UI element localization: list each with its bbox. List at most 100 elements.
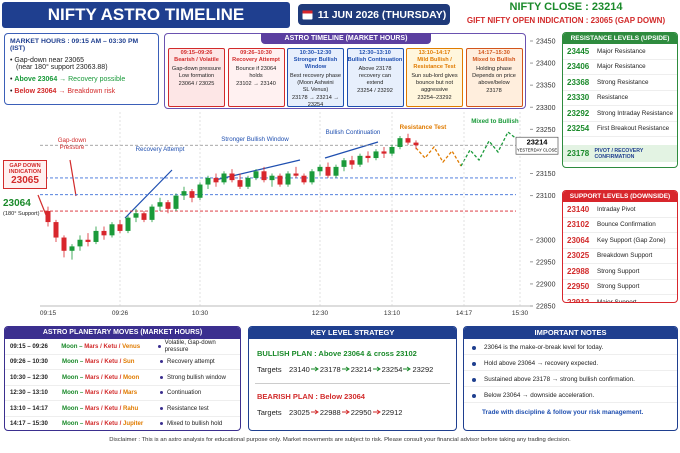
level-label: Key Support (Gap Zone) xyxy=(597,236,666,244)
arrow xyxy=(37,194,47,216)
plan-heading: BULLISH PLAN : xyxy=(257,349,317,358)
timeline-title: ASTRO TIMELINE (MARKET HOURS) xyxy=(261,33,431,44)
level-value: 23406 xyxy=(567,62,590,72)
timeline-line: extend xyxy=(366,79,384,86)
planet-sub: Rahu xyxy=(122,404,139,412)
candle-body xyxy=(189,191,195,198)
target-value: 22988 xyxy=(319,408,341,417)
candle-body xyxy=(173,195,179,209)
y-tick-label: 23100 xyxy=(536,193,556,200)
chart-annotation: Resistance Test xyxy=(399,124,447,131)
timeline-line: Low formation xyxy=(178,72,215,79)
planet-row: 09:15 – 09:26 Moon – Mars / Ketu / Venus V… xyxy=(5,339,240,355)
level-label: Breakdown Support xyxy=(597,252,653,260)
planet-mars-ketu: Mars / Ketu / xyxy=(85,404,122,412)
arrow xyxy=(341,409,350,415)
bullet xyxy=(472,361,476,366)
gap-box: GAP DOWN INDICATION 23065 xyxy=(3,160,47,189)
candle-body xyxy=(133,213,139,218)
target-value: 22950 xyxy=(350,408,372,417)
note-row: Hold above 23064 → recovery expected. xyxy=(464,355,677,371)
mh-above-text: → Recovery possible xyxy=(59,76,126,83)
support-panel: SUPPORT LEVELS (DOWNSIDE) 23140 Intraday … xyxy=(562,190,678,303)
level-row: 22950 Strong Support xyxy=(563,280,677,295)
level-value: 23292 xyxy=(567,108,590,118)
timeline-line: Depends on price xyxy=(472,72,516,79)
level-label: Intraday Pivot xyxy=(597,205,636,213)
targets-label: Targets xyxy=(257,408,282,417)
planet-mars-ketu: Mars / Ketu / xyxy=(85,420,122,428)
level-label: First Breakout Resistance xyxy=(597,125,670,133)
level-label: Strong Intraday Resistance xyxy=(597,109,673,117)
level-row: 22988 Strong Support xyxy=(563,264,677,280)
targets-label: Targets xyxy=(257,365,282,374)
mh-below-text: → Breakdown risk xyxy=(58,88,116,95)
candle-body xyxy=(301,175,307,183)
candle-body xyxy=(165,202,171,209)
timeline-line: Holding phase xyxy=(476,65,512,72)
arrow xyxy=(372,409,381,415)
candle-body xyxy=(221,173,227,183)
candle-body xyxy=(101,230,107,236)
mh-gap-text: Gap-down near 23065 xyxy=(14,57,85,64)
planet-mars-ketu: Mars / Ketu / xyxy=(85,389,122,397)
timeline-time: 12:30–13:10 xyxy=(359,50,391,56)
level-row: 23140 Intraday Pivot xyxy=(563,202,677,218)
candle-body xyxy=(381,151,387,154)
level-row: 23368 Strong Resistance xyxy=(563,75,677,91)
timeline-time: 09:26–10:30 xyxy=(240,50,272,56)
level-row: 23292 Strong Intraday Resistance xyxy=(563,106,677,122)
candle-body xyxy=(285,173,291,185)
sup-title: SUPPORT LEVELS (DOWNSIDE) xyxy=(563,191,677,202)
candle-body xyxy=(229,173,235,181)
candle-body xyxy=(269,175,275,181)
candle-body xyxy=(77,239,83,247)
arrow xyxy=(124,169,173,219)
target-value: 23178 xyxy=(319,365,341,374)
bullet xyxy=(160,360,163,364)
divider xyxy=(255,383,450,384)
planet-time: 10:30 – 12:30 xyxy=(10,373,48,381)
chart-annotation: Bullish Continuation xyxy=(325,129,381,136)
planet-mars-ketu: Mars / Ketu / xyxy=(85,373,122,381)
notes-panel: IMPORTANT NOTES 23064 is the make-or-bre… xyxy=(463,326,678,431)
candle-body xyxy=(309,171,315,183)
timeline-heading: Mild Bullish / Resistance Test xyxy=(413,56,456,70)
level-label: Major Support xyxy=(597,298,637,303)
planet-effect: Continuation xyxy=(167,389,202,397)
level-row: 22912 Major Support xyxy=(563,295,677,303)
level-value: 23025 xyxy=(567,251,590,261)
level-value: 23330 xyxy=(567,93,590,103)
planet-effect: Strong bullish window xyxy=(167,373,226,381)
planet-lords: Moon – Mars / Ketu / Sun xyxy=(62,358,160,365)
level-row: 23025 Breakdown Support xyxy=(563,249,677,264)
level-value: 22912 xyxy=(567,297,590,303)
plan-condition: Above 23064 & cross 23102 xyxy=(318,349,417,358)
x-tick-label: 13:10 xyxy=(384,310,401,317)
bullet xyxy=(160,375,163,379)
level-row: 23254 First Breakout Resistance xyxy=(563,122,677,137)
level-label: Strong Resistance xyxy=(597,78,649,86)
timeline-time: 13:10–14:17 xyxy=(418,50,451,56)
timeline-line: above/below xyxy=(478,79,510,86)
candle-body xyxy=(373,151,379,159)
planet-mars-ketu: Mars / Ketu / xyxy=(84,342,121,350)
planet-effect: Recovery attempt xyxy=(167,358,215,366)
targets-line: Targets 23025 22988 22950 22912 xyxy=(249,401,456,417)
timeline-heading: Recovery Attempt xyxy=(232,56,280,63)
target-value: 23292 xyxy=(412,365,434,374)
planet-row: 12:30 – 13:10 Moon – Mars / Ketu / Mars Co… xyxy=(5,386,240,401)
level-value: 23102 xyxy=(567,220,590,230)
level-row: 23330 Resistance xyxy=(563,91,677,106)
planet-lords: Moon – Mars / Ketu / Moon xyxy=(62,374,160,381)
close-label: 23214 xyxy=(527,138,549,147)
candle-body xyxy=(413,142,419,146)
planet-row: 14:17 – 15:30 Moon – Mars / Ketu / Jupite… xyxy=(5,417,240,431)
targets-line: Targets 23140 23178 23214 23254 23292 xyxy=(249,358,456,374)
timeline-line: Bounce if 23064 xyxy=(235,65,277,72)
candle-body xyxy=(197,184,203,198)
timeline-line: (Moon Ashwini xyxy=(297,79,334,86)
timeline-time: 10:30–12:30 xyxy=(299,50,332,56)
candle-body xyxy=(293,173,299,176)
planet-mars-ketu: Mars / Ketu / xyxy=(85,358,122,366)
